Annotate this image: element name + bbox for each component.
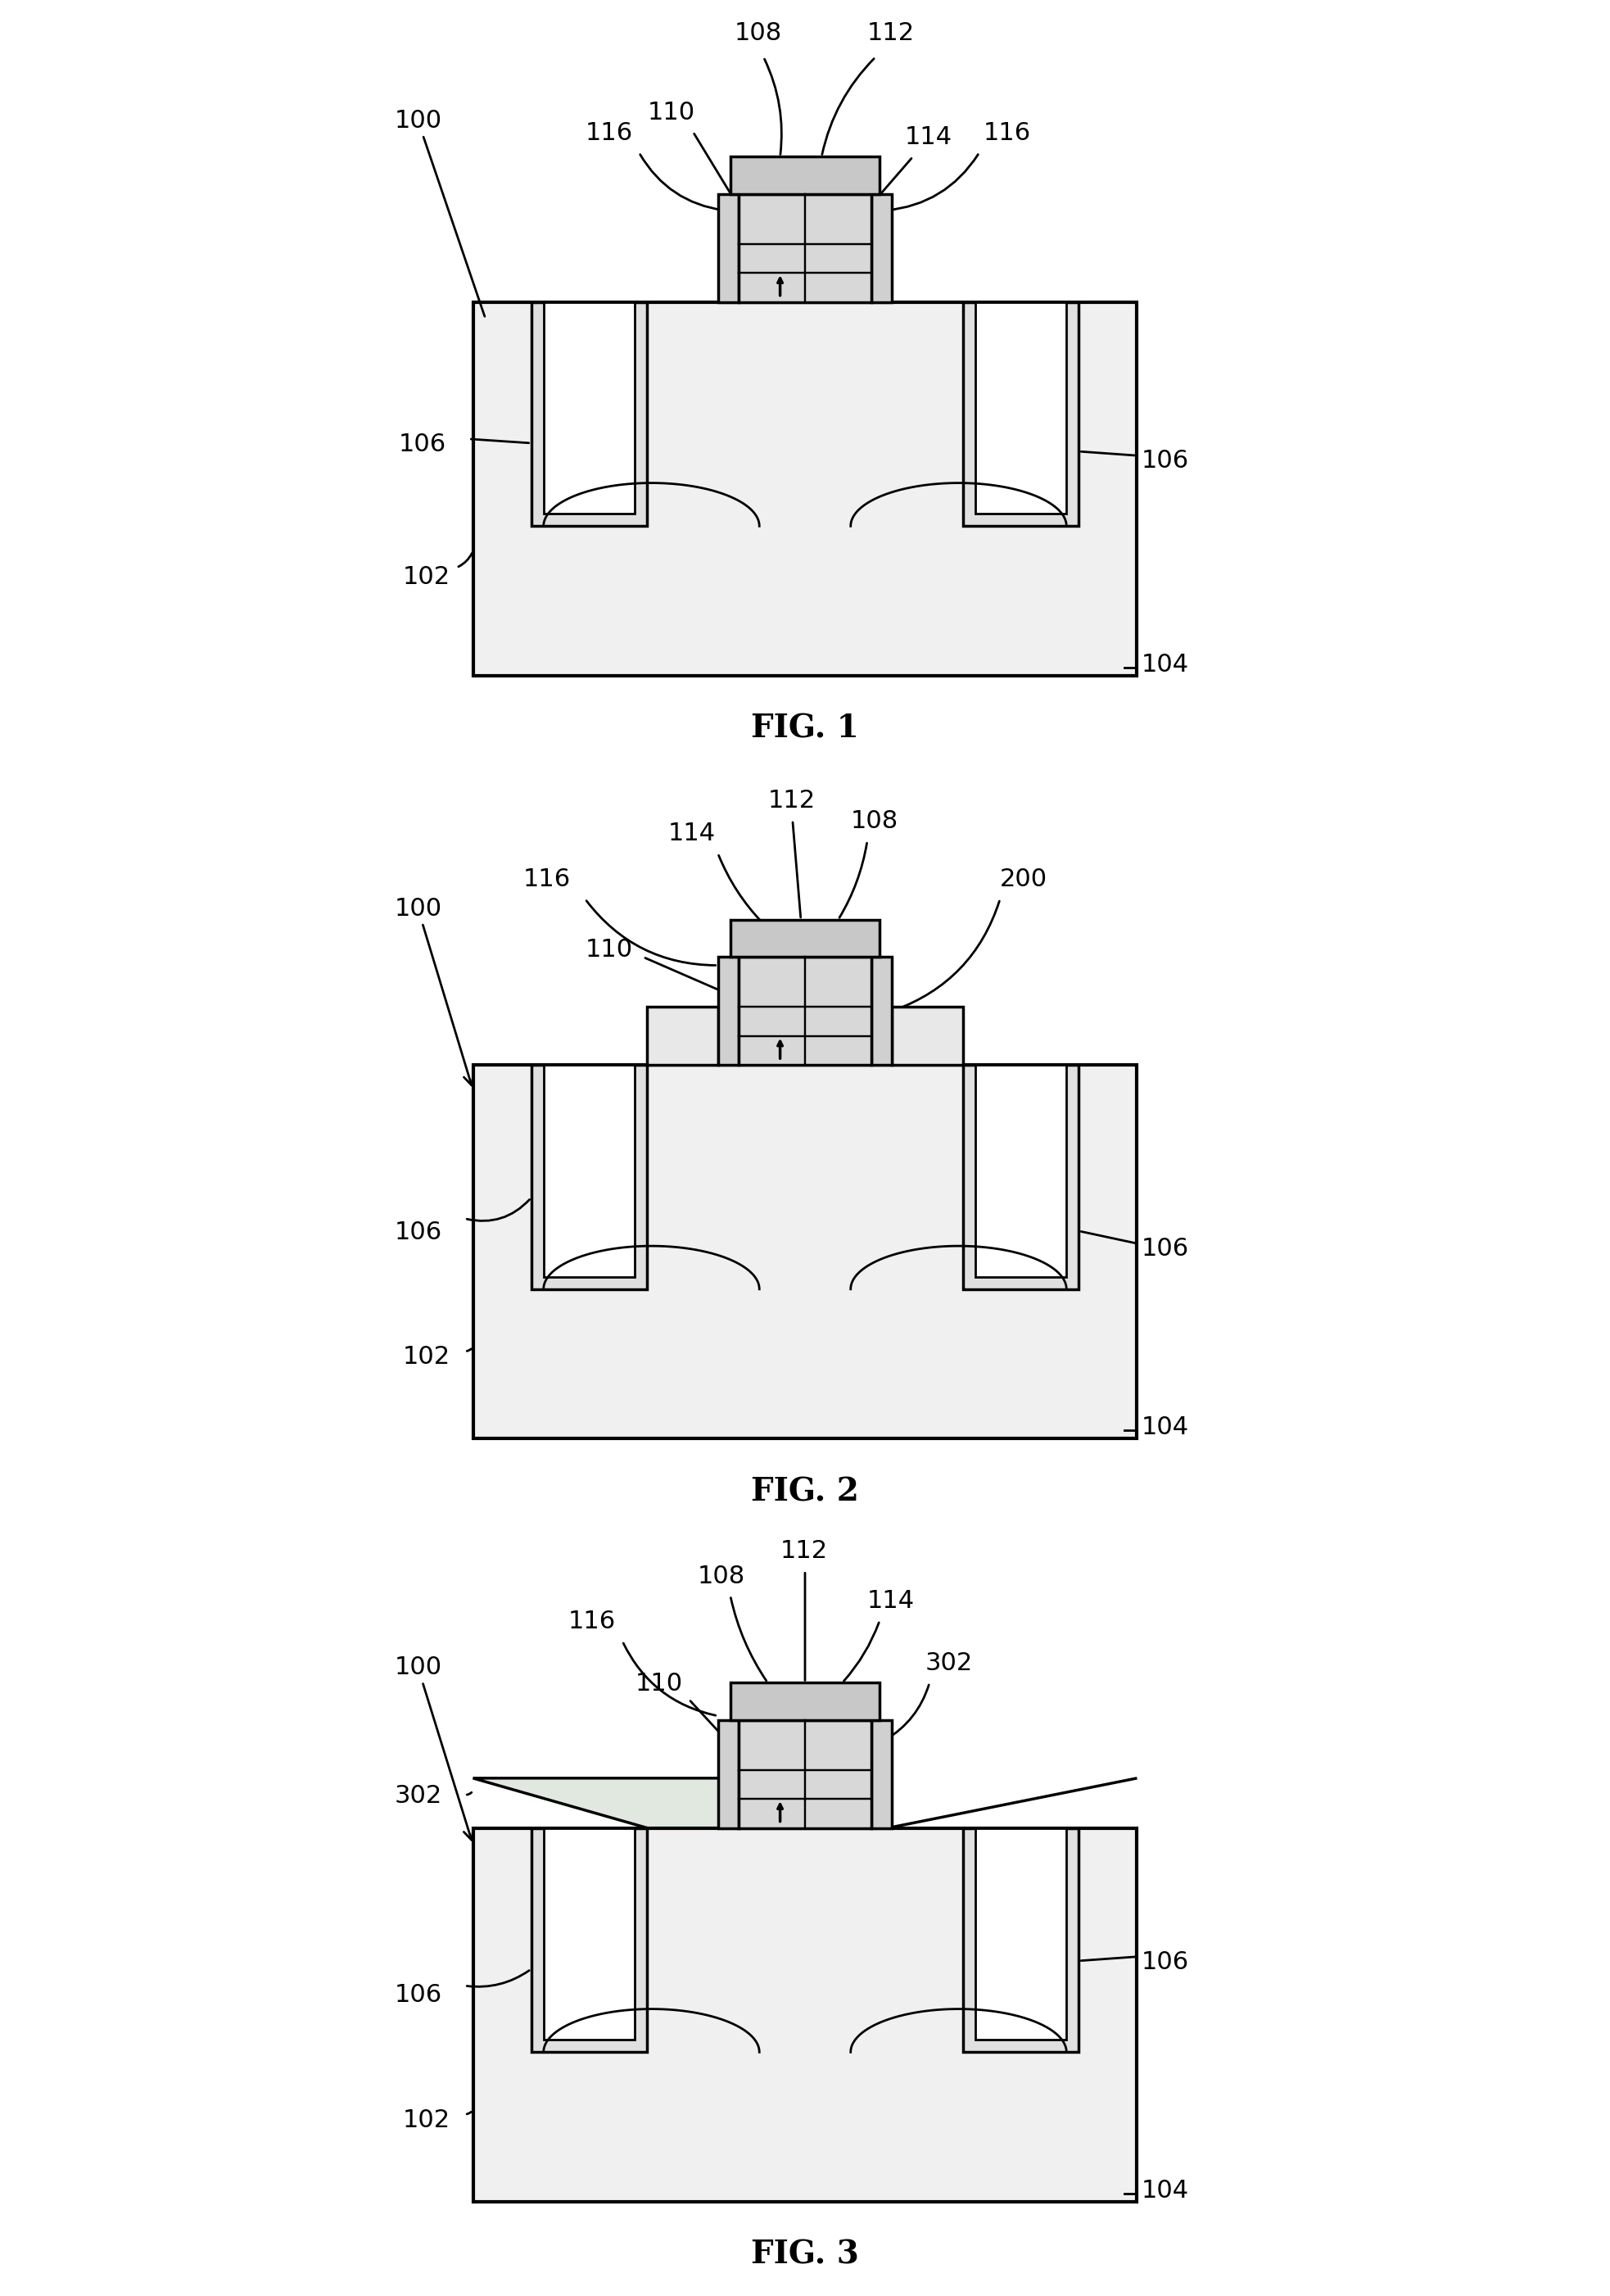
Text: 112: 112: [768, 790, 815, 813]
Text: 200: 200: [1000, 868, 1048, 891]
Text: 100: 100: [394, 108, 485, 317]
FancyBboxPatch shape: [963, 303, 1079, 526]
Text: 110: 110: [584, 939, 633, 962]
FancyBboxPatch shape: [739, 957, 871, 1065]
Text: 100: 100: [394, 1655, 473, 1839]
Text: 106: 106: [398, 432, 446, 457]
FancyBboxPatch shape: [976, 303, 1066, 514]
Text: 102: 102: [402, 1345, 451, 1368]
Text: 302: 302: [394, 1784, 441, 1807]
Text: 112: 112: [781, 1538, 828, 1564]
FancyBboxPatch shape: [731, 156, 879, 195]
Text: 302: 302: [926, 1651, 972, 1676]
Text: FIG. 1: FIG. 1: [750, 714, 860, 744]
FancyBboxPatch shape: [963, 1828, 1079, 2053]
Text: 102: 102: [402, 2108, 451, 2131]
Text: FIG. 3: FIG. 3: [750, 2239, 860, 2271]
Text: 104: 104: [1141, 2179, 1188, 2202]
FancyBboxPatch shape: [976, 1065, 1066, 1277]
FancyBboxPatch shape: [718, 195, 739, 303]
Text: 100: 100: [394, 898, 473, 1086]
Text: 114: 114: [905, 126, 952, 149]
Text: 116: 116: [523, 868, 570, 891]
Text: 106: 106: [1141, 1949, 1188, 1975]
Text: 110: 110: [634, 1671, 683, 1697]
FancyBboxPatch shape: [739, 1720, 871, 1828]
Text: 102: 102: [402, 565, 451, 590]
FancyBboxPatch shape: [531, 1065, 647, 1288]
FancyBboxPatch shape: [473, 1828, 1137, 2202]
FancyBboxPatch shape: [473, 303, 1137, 675]
FancyBboxPatch shape: [871, 957, 892, 1065]
Text: 106: 106: [1141, 1238, 1188, 1261]
Text: 104: 104: [1141, 1417, 1188, 1440]
FancyBboxPatch shape: [544, 1828, 634, 2039]
FancyBboxPatch shape: [963, 1065, 1079, 1288]
Text: 114: 114: [668, 822, 715, 845]
FancyBboxPatch shape: [718, 957, 739, 1065]
Text: 114: 114: [868, 1589, 914, 1612]
Text: 108: 108: [850, 810, 898, 833]
Text: 112: 112: [868, 21, 914, 46]
FancyBboxPatch shape: [647, 1008, 718, 1065]
FancyBboxPatch shape: [544, 303, 634, 514]
FancyBboxPatch shape: [892, 1008, 963, 1065]
Text: 116: 116: [584, 122, 633, 145]
Text: 116: 116: [568, 1609, 617, 1635]
Text: 106: 106: [394, 1984, 441, 2007]
Text: 116: 116: [984, 122, 1030, 145]
Text: 106: 106: [1141, 450, 1188, 473]
Text: 108: 108: [697, 1564, 745, 1589]
FancyBboxPatch shape: [473, 1065, 1137, 1440]
FancyBboxPatch shape: [739, 195, 871, 303]
FancyBboxPatch shape: [531, 303, 647, 526]
FancyBboxPatch shape: [731, 921, 879, 957]
Polygon shape: [473, 1777, 721, 1828]
FancyBboxPatch shape: [531, 1828, 647, 2053]
FancyBboxPatch shape: [544, 1065, 634, 1277]
Text: 104: 104: [1141, 652, 1188, 677]
Text: FIG. 2: FIG. 2: [750, 1476, 860, 1508]
Text: 108: 108: [734, 21, 782, 46]
FancyBboxPatch shape: [871, 1720, 892, 1828]
FancyBboxPatch shape: [871, 195, 892, 303]
Polygon shape: [889, 1777, 1137, 1828]
Text: 110: 110: [647, 101, 696, 124]
FancyBboxPatch shape: [731, 1683, 879, 1720]
Text: 106: 106: [394, 1221, 441, 1244]
FancyBboxPatch shape: [976, 1828, 1066, 2039]
FancyBboxPatch shape: [718, 1720, 739, 1828]
